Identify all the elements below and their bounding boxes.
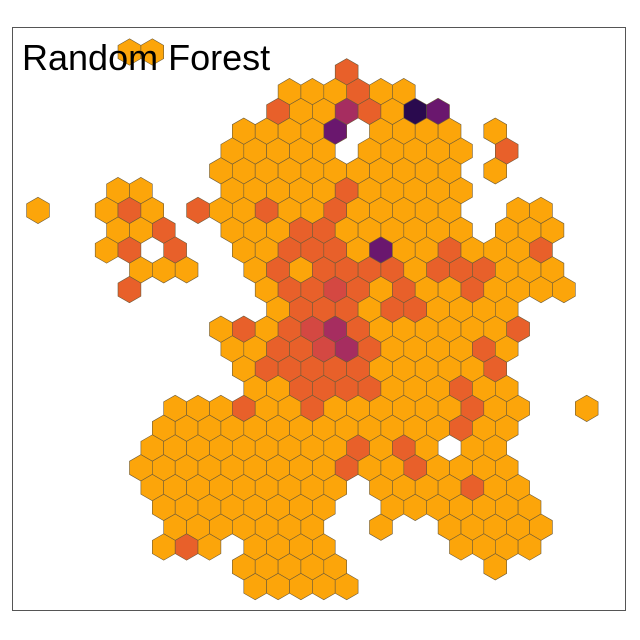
hex-cell [174,256,199,284]
hex-cell [186,196,210,224]
hex-cell [140,38,164,66]
hex-cell [483,157,508,185]
hex-cell [574,394,599,422]
hex-cell [483,553,508,581]
hex-cell [517,533,542,561]
panel-title: Random Forest [22,37,271,78]
hex-cell [197,533,222,561]
hex-cell [369,513,393,541]
hex-cell [26,196,50,224]
hex-cell [117,276,142,304]
hex-cell [334,573,359,601]
hex-cell [552,276,576,304]
